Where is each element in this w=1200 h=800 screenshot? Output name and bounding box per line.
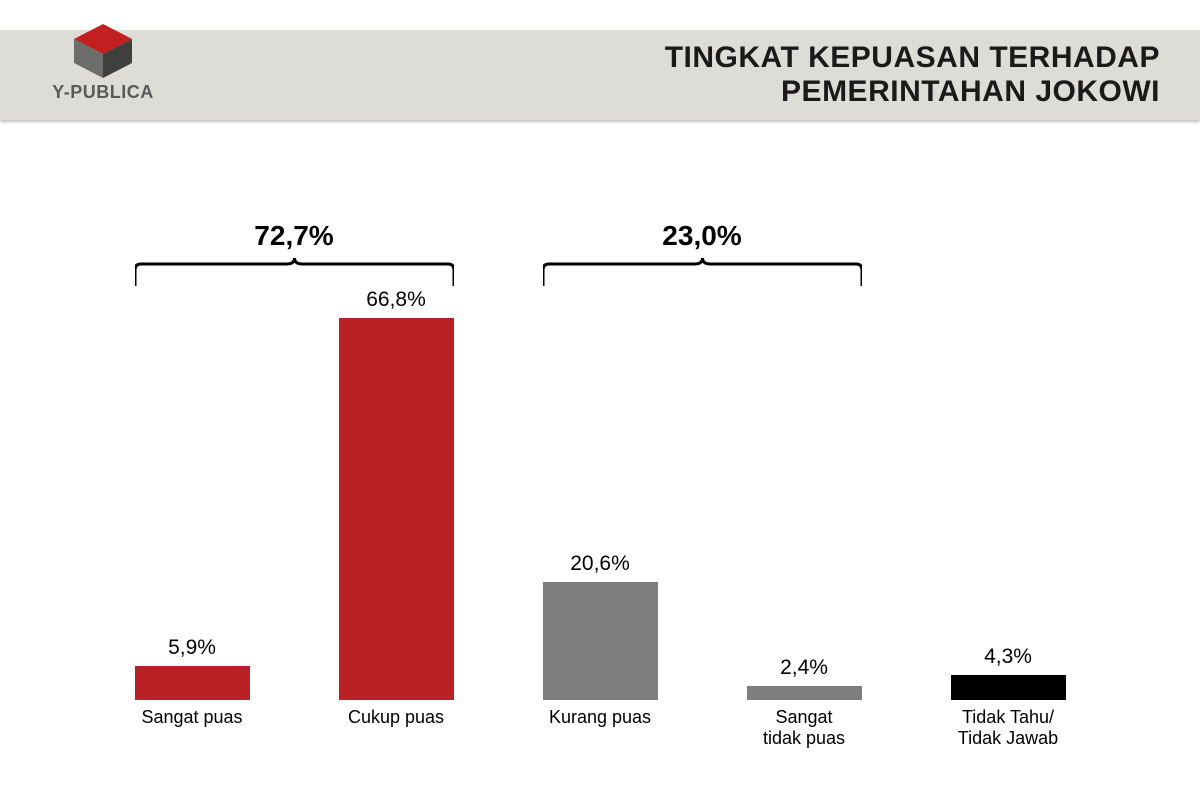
logo-text: Y-PUBLICA: [28, 82, 178, 103]
bar-value-label: 20,6%: [570, 552, 630, 576]
group-percentage: 23,0%: [543, 220, 862, 252]
bar-cell: 4,3%: [906, 645, 1110, 700]
logo: Y-PUBLICA: [28, 22, 178, 109]
category-label: Sangat puas: [90, 707, 294, 750]
bracket-icon: [135, 258, 454, 286]
group-bracket: 23,0%: [543, 220, 862, 286]
bar-cell: 5,9%: [90, 636, 294, 700]
logo-subtext: [28, 103, 178, 109]
category-label: Kurang puas: [498, 707, 702, 750]
bar: [135, 666, 250, 700]
bar: [747, 686, 862, 700]
category-label: Tidak Tahu/Tidak Jawab: [906, 707, 1110, 750]
title-block: TINGKAT KEPUASAN TERHADAP PEMERINTAHAN J…: [665, 41, 1200, 110]
category-row: Sangat puasCukup puasKurang puasSangatti…: [90, 707, 1110, 750]
group-bracket: 72,7%: [135, 220, 454, 286]
page: TINGKAT KEPUASAN TERHADAP PEMERINTAHAN J…: [0, 0, 1200, 800]
bar: [339, 318, 454, 700]
cube-icon: [68, 22, 138, 80]
group-percentage: 72,7%: [135, 220, 454, 252]
bar-value-label: 4,3%: [984, 645, 1032, 669]
bar-value-label: 5,9%: [168, 636, 216, 660]
title-line1: TINGKAT KEPUASAN TERHADAP: [665, 41, 1160, 76]
category-label: Cukup puas: [294, 707, 498, 750]
chart: 5,9% 66,8% 20,6% 2,4% 4,3% Sangat puasCukup …: [90, 190, 1110, 750]
bar-cell: 66,8%: [294, 288, 498, 700]
bar: [543, 582, 658, 700]
bracket-icon: [543, 258, 862, 286]
category-label: Sangattidak puas: [702, 707, 906, 750]
bar-cell: 20,6%: [498, 552, 702, 700]
bar-row: 5,9%66,8%20,6%2,4%4,3%: [90, 300, 1110, 700]
title-line2: PEMERINTAHAN JOKOWI: [665, 75, 1160, 110]
bar-cell: 2,4%: [702, 656, 906, 700]
header-band: TINGKAT KEPUASAN TERHADAP PEMERINTAHAN J…: [0, 30, 1200, 120]
bar: [951, 675, 1066, 700]
bar-value-label: 2,4%: [780, 656, 828, 680]
bar-value-label: 66,8%: [366, 288, 426, 312]
